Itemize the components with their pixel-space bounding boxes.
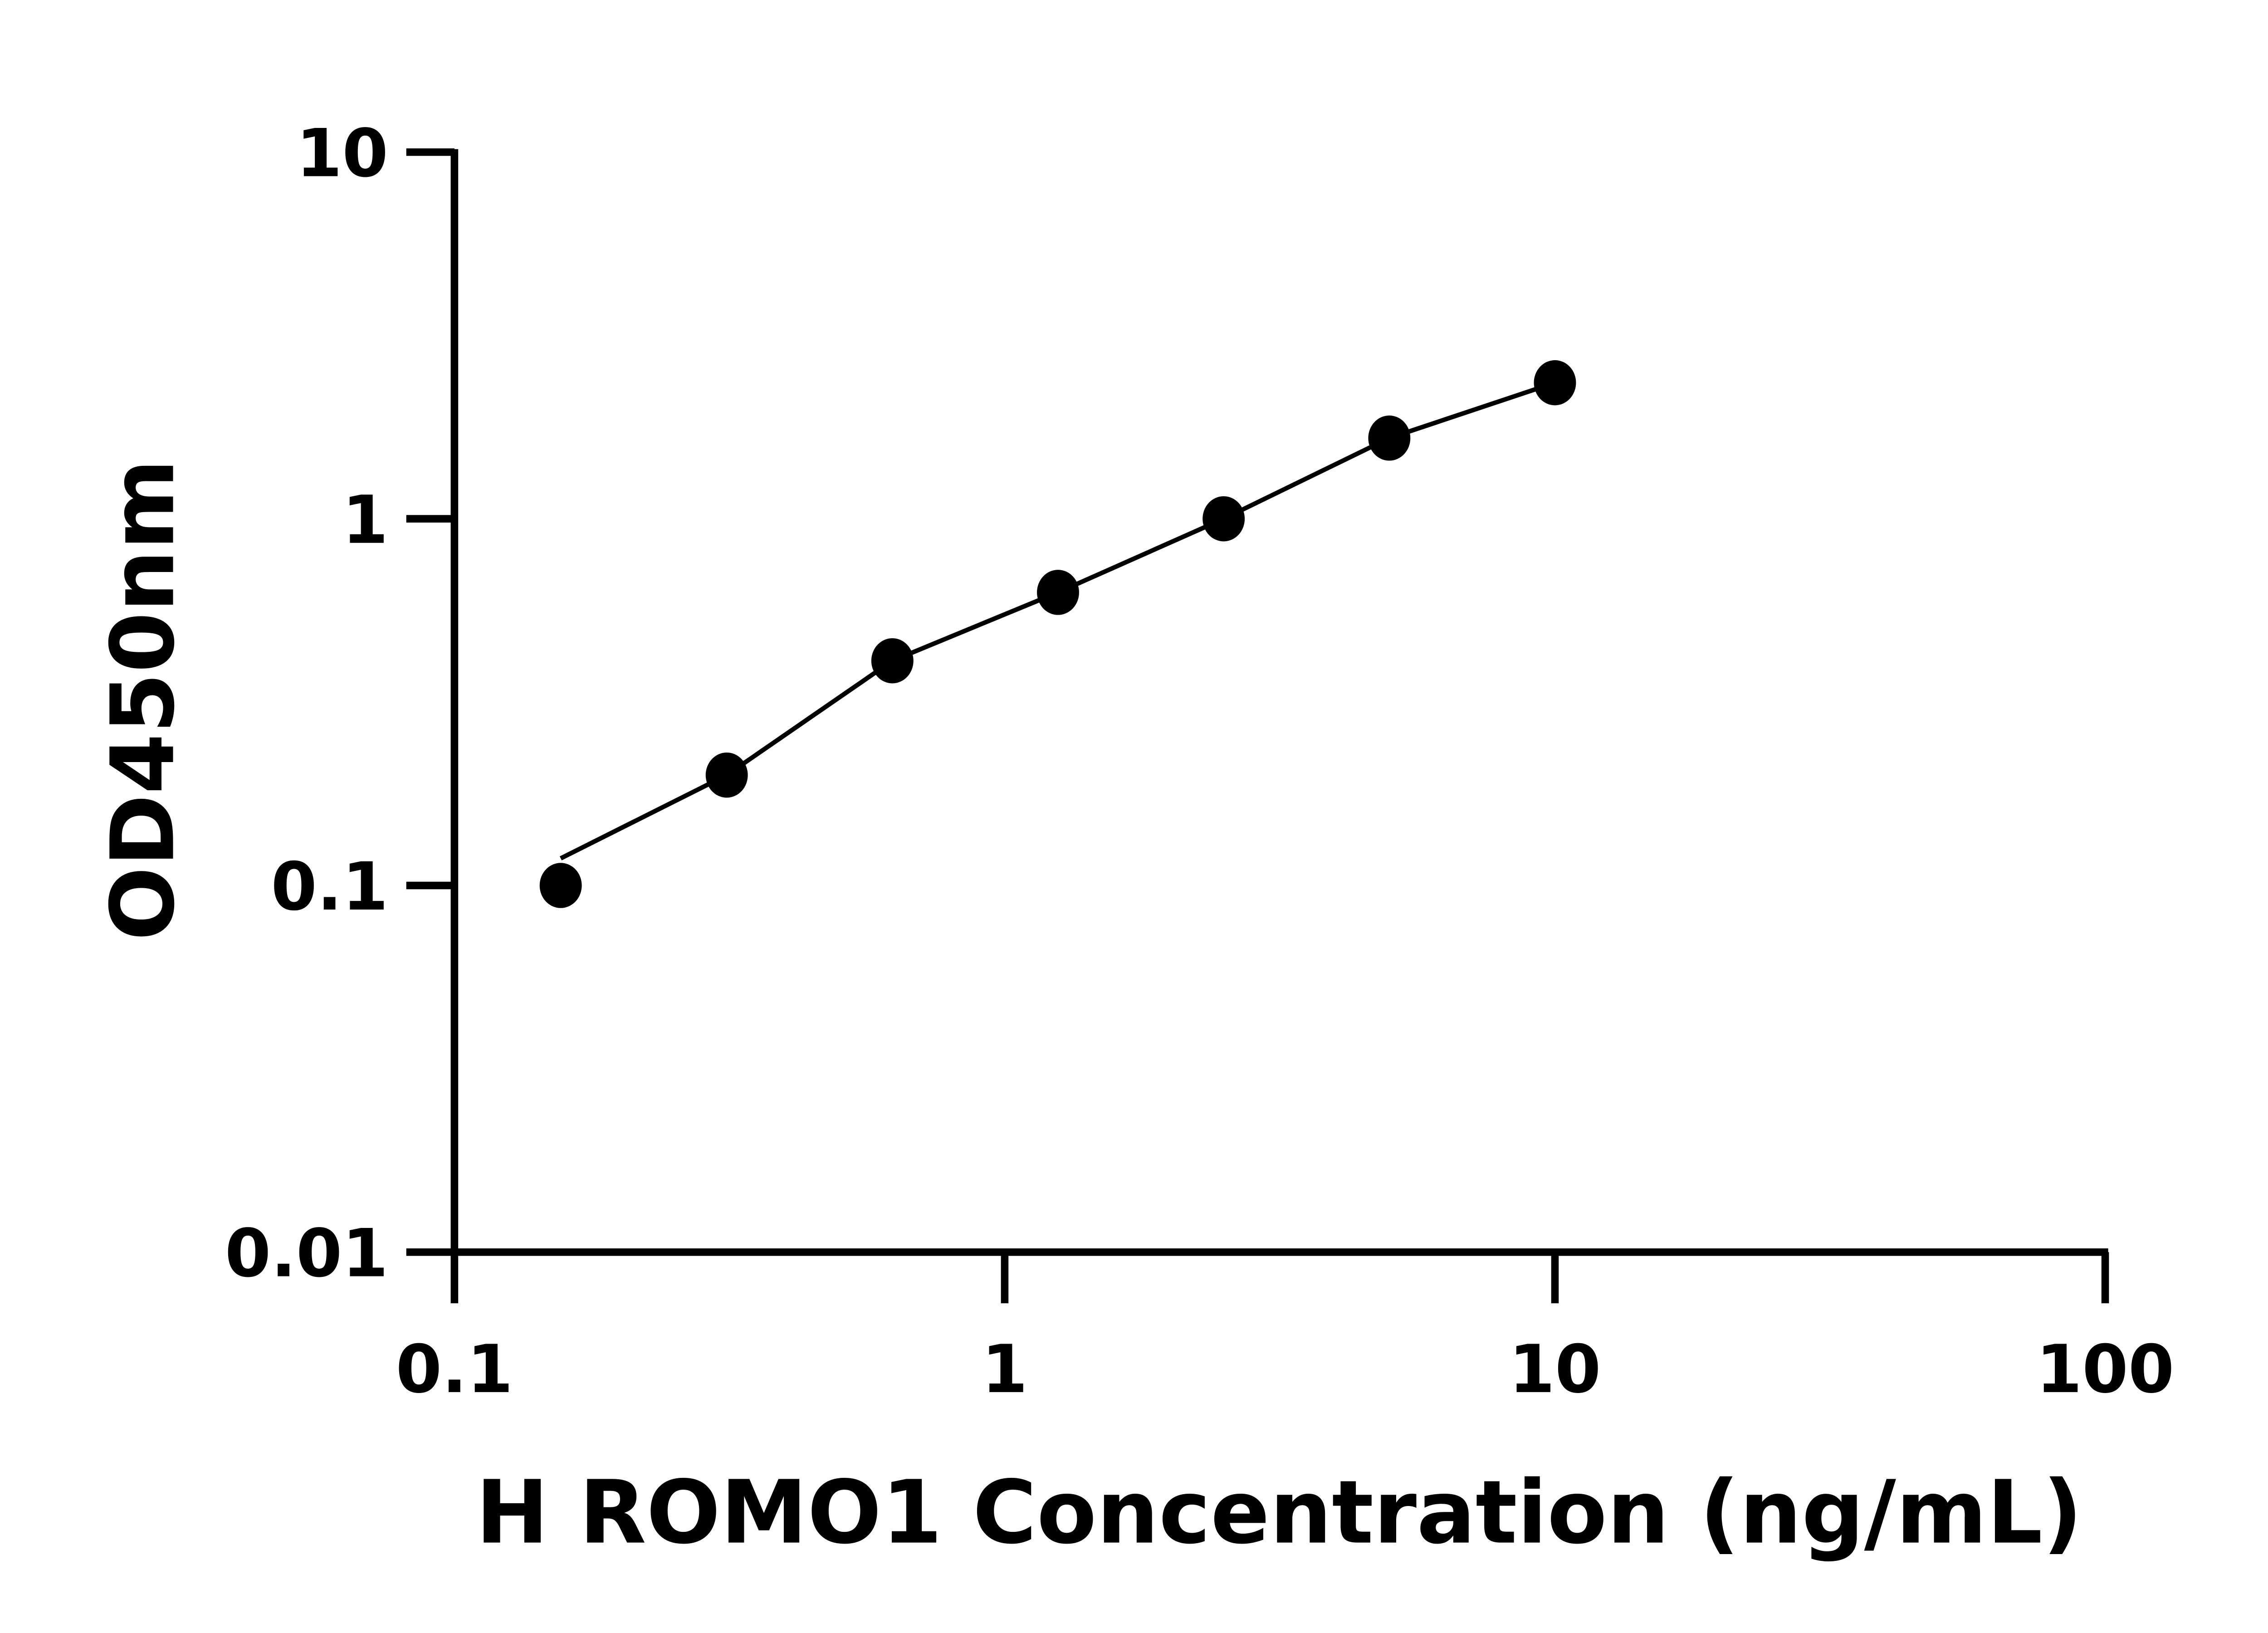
x-axis-label: H ROMO1 Concentration (ng/mL) xyxy=(476,1462,2082,1564)
y-tick-label: 10 xyxy=(296,115,388,192)
x-tick-label: 10 xyxy=(1509,1331,1601,1408)
data-point-3 xyxy=(871,638,914,684)
x-tick-label: 1 xyxy=(982,1331,1028,1408)
data-point-6 xyxy=(1368,416,1411,461)
data-point-7 xyxy=(1534,360,1576,406)
data-points xyxy=(539,360,1576,908)
x-tick-label: 100 xyxy=(2036,1331,2175,1408)
data-point-4 xyxy=(1037,570,1079,615)
y-ticks: 0.01 0.1 1 10 xyxy=(225,115,455,1292)
y-axis-label: OD450nm xyxy=(93,459,194,941)
data-point-5 xyxy=(1202,496,1245,542)
axes xyxy=(450,149,2108,1256)
y-tick-label: 0.1 xyxy=(271,849,388,925)
x-ticks: 0.1 1 10 100 xyxy=(396,1252,2175,1408)
y-tick-label: 0.01 xyxy=(225,1215,388,1292)
x-tick-label: 0.1 xyxy=(396,1331,513,1408)
data-point-1 xyxy=(539,863,582,908)
data-point-2 xyxy=(705,752,748,798)
y-tick-label: 1 xyxy=(342,482,388,559)
